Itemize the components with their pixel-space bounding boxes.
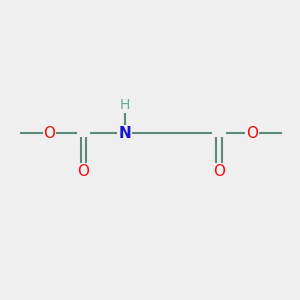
Text: O: O	[213, 164, 225, 178]
Text: O: O	[246, 126, 258, 141]
Text: N: N	[118, 126, 131, 141]
Text: O: O	[44, 126, 56, 141]
Text: H: H	[119, 98, 130, 112]
Text: O: O	[77, 164, 89, 178]
